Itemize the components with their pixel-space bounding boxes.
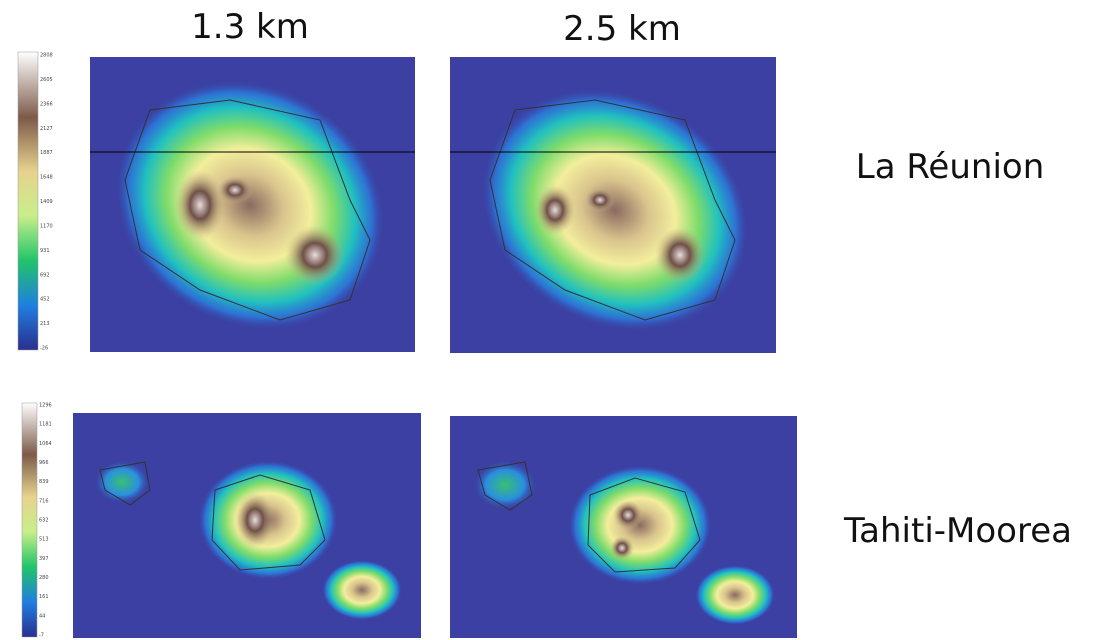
row-label: La Réunion: [856, 147, 1045, 187]
row-label: Tahiti-Moorea: [843, 511, 1072, 551]
colorbar: [22, 403, 37, 637]
colorbar-tick-label: 2127: [40, 126, 53, 132]
figure: 1.3 km 2.5 km La Réunion Tahiti-Moorea 2…: [0, 0, 1102, 640]
colorbar-tick-label: 2808: [40, 53, 53, 59]
column-title: 2.5 km: [563, 9, 681, 49]
colorbar-tick-label: 966: [39, 460, 49, 466]
colorbar-tick-label: 513: [39, 537, 49, 543]
colorbar-tick-label: 839: [39, 479, 49, 485]
colorbar-tick-label: 213: [40, 321, 50, 327]
colorbar-tick-label: 1296: [39, 403, 52, 409]
colorbar: [18, 52, 38, 350]
colorbar-tick-label: 632: [39, 518, 49, 524]
colorbar-tick-label: 1170: [40, 223, 53, 229]
colorbar-tick-label: 2605: [40, 77, 53, 83]
colorbar-tick-label: 1409: [40, 199, 53, 205]
colorbar-tick-label: 692: [40, 272, 50, 278]
colorbar-tick-label: 1887: [40, 150, 53, 156]
colorbar-tick-label: 280: [39, 575, 49, 581]
colorbar-tick-label: 1181: [39, 422, 52, 428]
colorbar-tick-label: 1064: [39, 441, 52, 447]
map: [69, 31, 431, 379]
column-title: 1.3 km: [191, 7, 309, 47]
colorbar-tick-label: 161: [39, 594, 49, 600]
colorbar-tick-label: 931: [40, 248, 50, 254]
colorbar-tick-label: -26: [40, 346, 48, 352]
colorbar-tick-label: 397: [39, 556, 49, 562]
colorbar-tick-label: 1648: [40, 175, 53, 181]
colorbar-tick-label: 44: [39, 613, 45, 619]
colorbar-tick-label: 716: [39, 498, 49, 504]
colorbar-tick-label: 452: [40, 297, 50, 303]
map: [436, 40, 793, 379]
map: [450, 416, 797, 638]
map: [73, 413, 421, 638]
colorbar-tick-label: -7: [39, 633, 44, 639]
colorbar-tick-label: 2366: [40, 101, 53, 107]
